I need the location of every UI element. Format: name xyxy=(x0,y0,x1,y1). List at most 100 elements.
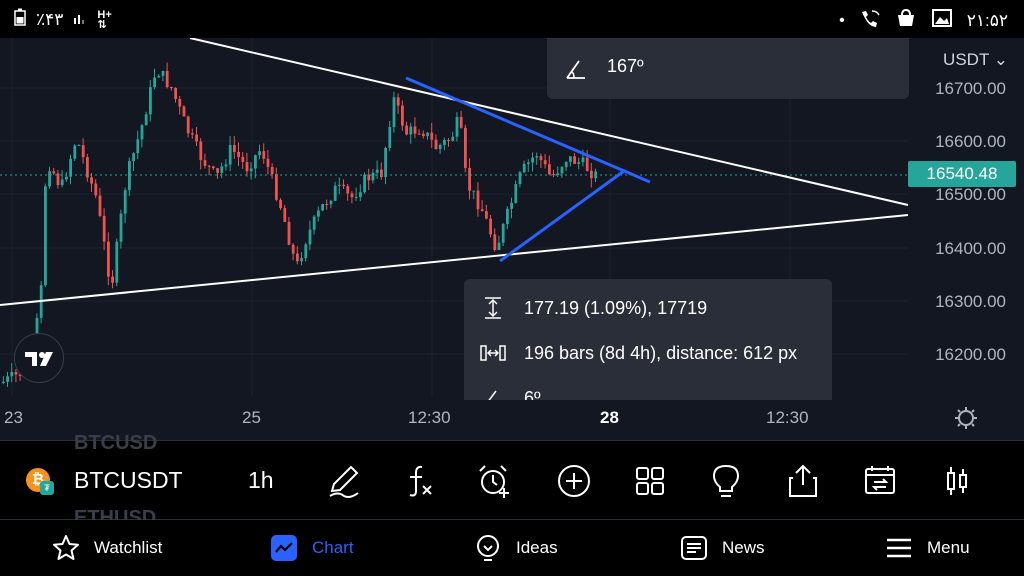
candle-body xyxy=(468,167,471,191)
candle-body xyxy=(413,126,417,134)
measure-price-row: 177.19 (1.09%), 17719 xyxy=(464,294,832,322)
candle-body xyxy=(296,253,299,262)
layouts-icon[interactable] xyxy=(632,463,668,499)
candle-body xyxy=(346,186,350,194)
candle-body xyxy=(115,241,119,283)
bottom-nav: Watchlist Chart Ideas News Menu xyxy=(0,520,1024,576)
candle-body xyxy=(350,193,354,198)
nav-news[interactable]: News xyxy=(680,534,765,562)
candle-body xyxy=(485,211,488,219)
chart-area[interactable]: USDT ⌄ 16700.00 16600.00 16500.00 16400.… xyxy=(0,38,1024,440)
nav-chart[interactable]: Chart xyxy=(270,534,354,562)
measure-bars-row: 196 bars (8d 4h), distance: 612 px xyxy=(464,339,832,367)
clock: ۲۱:۵۲ xyxy=(966,11,1008,30)
candle-body xyxy=(501,224,505,243)
candle-body xyxy=(140,125,144,140)
candle-body xyxy=(220,166,224,173)
candle-body xyxy=(174,87,177,100)
candle-body xyxy=(77,145,81,147)
candle-body xyxy=(65,176,68,180)
angle-value: 167º xyxy=(607,56,644,76)
alert-icon[interactable] xyxy=(477,463,513,499)
nav-ideas-label: Ideas xyxy=(516,538,558,557)
replay-icon[interactable] xyxy=(862,463,898,499)
interval-selector[interactable]: 1h xyxy=(248,467,274,493)
candle-body xyxy=(581,157,585,163)
candle-body xyxy=(258,151,261,156)
indicators-icon[interactable] xyxy=(402,463,438,499)
candle-body xyxy=(405,125,408,135)
pencil-icon[interactable] xyxy=(326,463,362,499)
candle-body xyxy=(73,145,77,159)
chart-settings-icon[interactable] xyxy=(954,406,978,430)
bars-range-value: 196 bars (8d 4h), distance: 612 px xyxy=(524,343,798,363)
symbol-selector[interactable]: BTCUSDT xyxy=(74,467,183,493)
candle-body xyxy=(585,157,589,171)
price-label: 16200.00 xyxy=(935,345,1006,364)
candle-body xyxy=(186,116,190,134)
upper-trendline[interactable] xyxy=(189,38,909,206)
add-icon[interactable] xyxy=(556,463,592,499)
candle-body xyxy=(237,151,240,158)
candle-body xyxy=(199,141,203,161)
candle-body xyxy=(493,234,497,251)
blue-upper-line[interactable] xyxy=(405,76,651,184)
candle-body xyxy=(123,190,127,214)
network-icon: H+ ⇅ xyxy=(97,9,112,31)
candle-body xyxy=(128,161,131,191)
nav-chart-label: Chart xyxy=(312,538,354,557)
time-label: 12:30 xyxy=(766,408,809,427)
candle-body xyxy=(275,174,278,200)
candle-body xyxy=(170,87,173,89)
candle-body xyxy=(224,164,228,167)
candle-body xyxy=(241,157,245,163)
candle-body xyxy=(510,202,513,209)
currency-selector[interactable]: USDT ⌄ xyxy=(943,50,1008,69)
candle-body xyxy=(52,171,56,174)
angle-readout-panel: 167º xyxy=(547,38,909,99)
news-icon xyxy=(680,534,708,562)
measure-angle-row: 6º xyxy=(464,384,832,400)
candle-body xyxy=(81,145,85,158)
candle-body xyxy=(270,167,274,175)
tradingview-logo[interactable] xyxy=(14,333,64,383)
candle-body xyxy=(300,258,303,262)
ideas-bulb-icon[interactable] xyxy=(708,463,744,499)
nav-menu[interactable]: Menu xyxy=(885,534,970,562)
share-icon[interactable] xyxy=(785,463,821,499)
candle-body xyxy=(136,139,140,154)
nav-news-label: News xyxy=(722,538,765,557)
hamburger-icon xyxy=(885,534,913,562)
price-label: 16400.00 xyxy=(935,239,1006,258)
candle-body xyxy=(476,190,480,210)
shopping-icon xyxy=(895,8,917,34)
candle-body xyxy=(367,174,371,181)
candle-body xyxy=(384,147,387,178)
lower-trendline[interactable] xyxy=(0,214,909,306)
candle-body xyxy=(279,199,282,209)
time-label: 28 xyxy=(600,408,619,427)
blue-lower-line[interactable] xyxy=(499,169,625,263)
price-axis[interactable]: USDT ⌄ 16700.00 16600.00 16500.00 16400.… xyxy=(908,38,1024,396)
candle-body xyxy=(564,161,568,168)
nav-watchlist[interactable]: Watchlist xyxy=(52,534,162,562)
candle-body xyxy=(195,134,198,142)
candle-body xyxy=(388,126,392,148)
candle-body xyxy=(392,97,396,127)
candle-body xyxy=(569,156,572,162)
battery-percent: ٪۴۳ xyxy=(36,10,64,29)
gallery-icon xyxy=(931,8,953,34)
candle-body xyxy=(329,200,333,205)
candle-body xyxy=(401,105,404,126)
time-axis[interactable]: 23 25 12:30 28 12:30 xyxy=(0,400,1024,440)
price-range-icon xyxy=(480,297,506,319)
candle-body xyxy=(312,216,316,230)
chart-type-icon[interactable] xyxy=(939,463,975,499)
candle-body xyxy=(153,77,156,88)
candle-body xyxy=(216,168,219,173)
nav-ideas[interactable]: Ideas xyxy=(474,534,558,562)
price-label: 16600.00 xyxy=(935,132,1006,151)
bars-range-icon xyxy=(480,342,506,364)
angle-icon xyxy=(565,58,587,80)
candle-body xyxy=(539,156,543,161)
